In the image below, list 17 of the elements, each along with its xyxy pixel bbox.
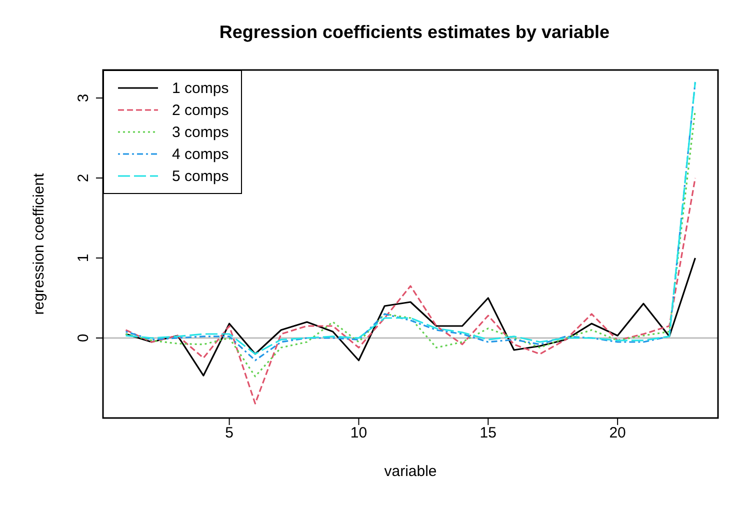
legend-label: 1 comps (172, 80, 229, 96)
line-series (124, 257, 696, 376)
y-tick-label: 1 (75, 254, 92, 262)
legend-label: 3 comps (172, 124, 229, 140)
y-tick-label: 0 (75, 334, 92, 342)
y-axis-title: regression coefficient (30, 172, 48, 315)
legend-label: 5 comps (172, 168, 229, 184)
y-tick-label: 2 (75, 174, 92, 182)
y-tick-label: 3 (75, 94, 92, 102)
legend-label: 2 comps (172, 102, 229, 118)
x-tick-label: 15 (480, 424, 496, 442)
x-tick-label: 10 (350, 424, 368, 442)
chart-title: Regression coefficients estimates by variable (218, 22, 611, 43)
x-axis-title: variable (384, 463, 437, 480)
x-tick-label: 5 (225, 424, 234, 442)
legend-label: 4 comps (172, 146, 229, 162)
x-tick-label: 20 (609, 424, 626, 442)
